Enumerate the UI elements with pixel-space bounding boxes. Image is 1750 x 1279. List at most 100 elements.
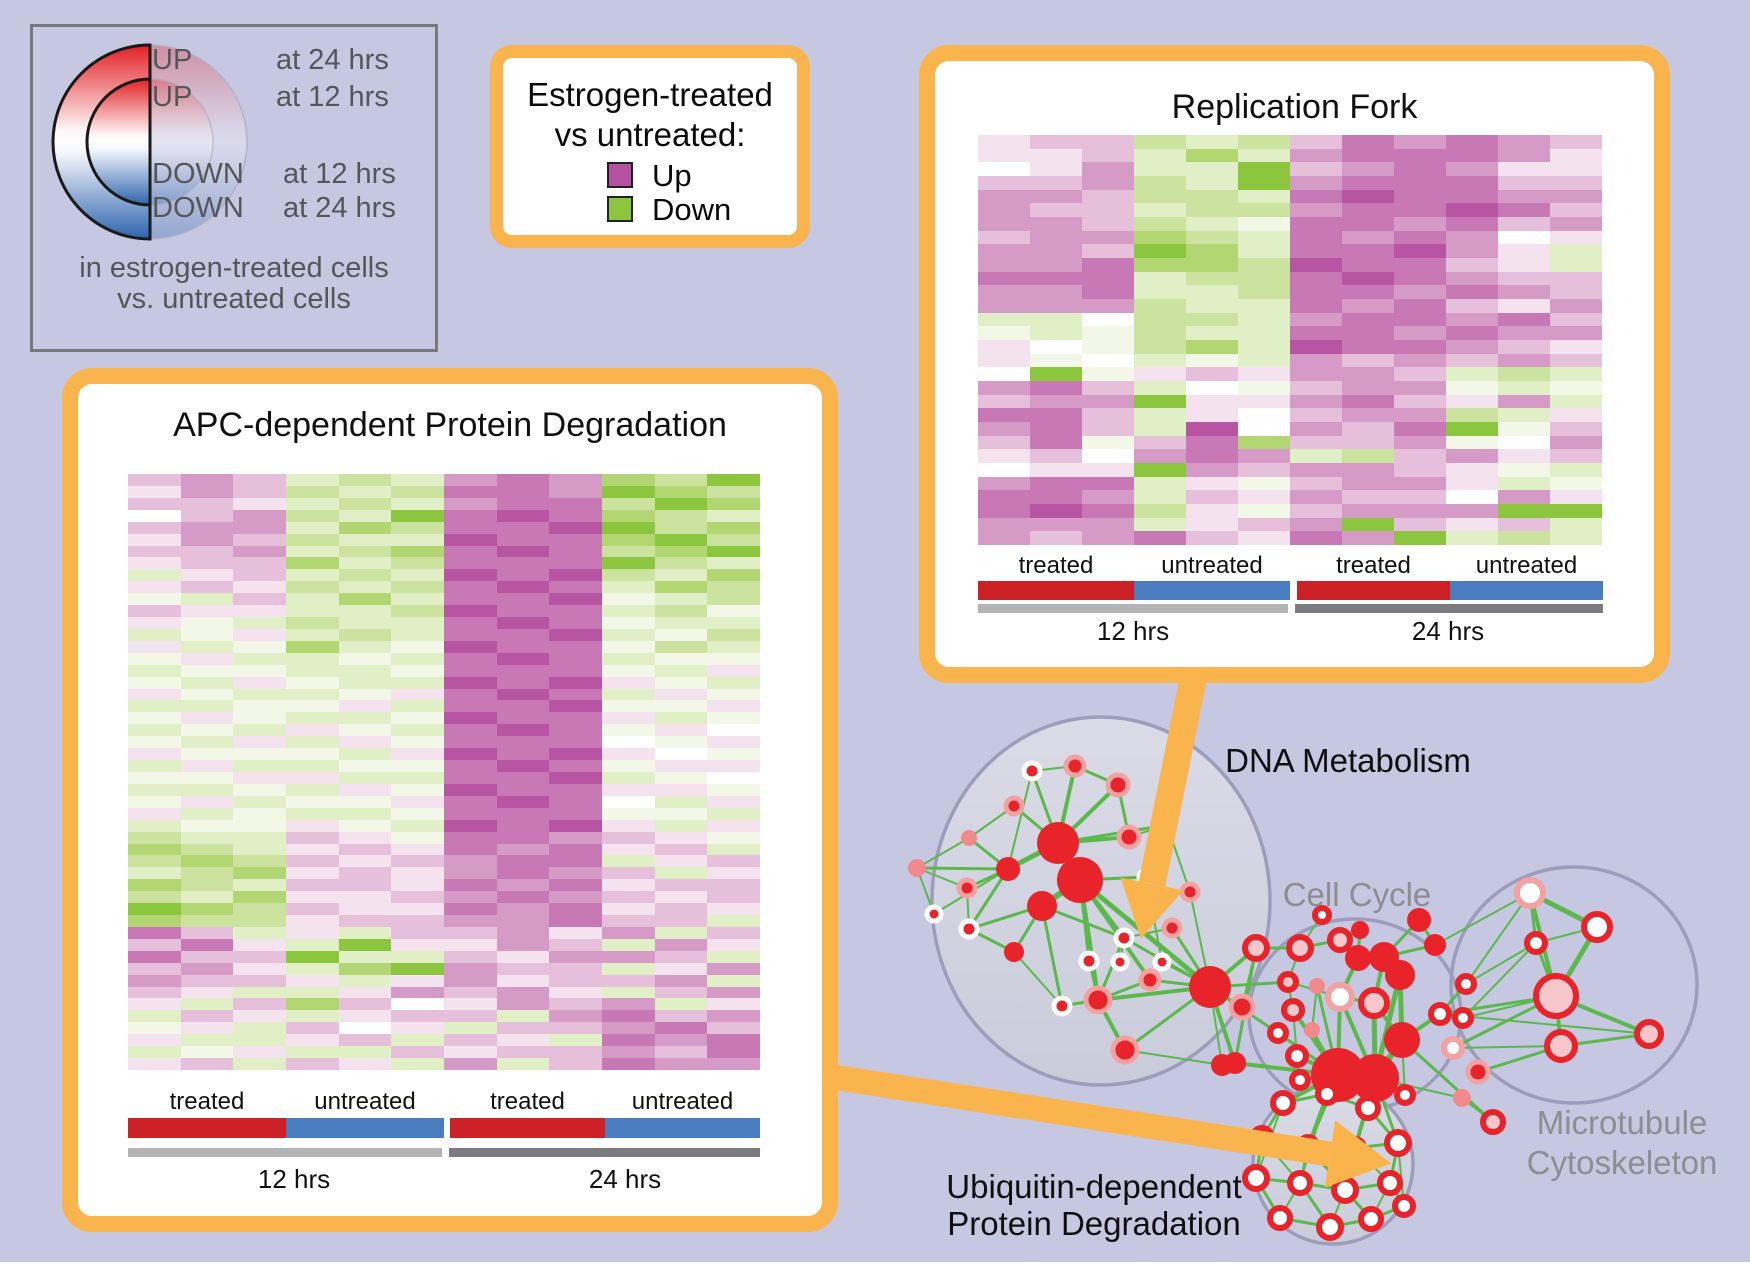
heatmap-cell: [180, 712, 234, 725]
heatmap-cell: [1498, 422, 1550, 436]
heatmap-cell: [444, 1034, 497, 1047]
heatmap-cell: [1394, 244, 1446, 258]
heatmap-cell: [1238, 299, 1290, 313]
heatmap-cell: [128, 1046, 181, 1059]
key-footer-line2: vs. untreated cells: [117, 283, 351, 315]
estrogen-legend-title-line1: Estrogen-treated: [527, 76, 773, 113]
heatmap-cell: [444, 593, 497, 606]
apc-24hrs-bar: [449, 1148, 760, 1157]
heatmap-cell: [444, 950, 497, 963]
heatmap-cell: [233, 915, 286, 927]
heatmap-cell: [1342, 203, 1394, 217]
heatmap-cell: [978, 148, 1030, 163]
heatmap-cell: [496, 545, 550, 558]
heatmap-cell: [1134, 148, 1186, 163]
apc-12hrs-bar: [128, 1148, 442, 1157]
heatmap-cell: [286, 938, 339, 951]
heatmap-cell: [1446, 476, 1498, 491]
heatmap-cell: [654, 879, 708, 892]
heatmap-cell: [1342, 517, 1394, 532]
heatmap-cell: [1446, 258, 1498, 272]
heatmap-cell: [602, 819, 655, 832]
network-node-d5: [961, 830, 977, 846]
heatmap-cell: [286, 1022, 339, 1035]
apc-24hrs-label: 24 hrs: [588, 1164, 662, 1194]
heatmap-cell: [707, 807, 760, 820]
heatmap-cell: [602, 509, 655, 522]
heatmap-cell: [978, 189, 1030, 204]
heatmap-cell: [602, 736, 655, 749]
heatmap-cell: [444, 974, 497, 987]
heatmap-cell: [496, 700, 550, 713]
heatmap-cell: [549, 474, 602, 486]
heatmap-cell: [549, 1010, 602, 1023]
heatmap-cell: [1290, 230, 1342, 245]
heatmap-cell: [654, 783, 708, 796]
heatmap-cell: [602, 867, 655, 880]
heatmap-cell: [978, 203, 1030, 217]
heatmap-cell: [1550, 422, 1602, 436]
heatmap-cell: [1290, 463, 1342, 477]
heatmap-cell: [338, 950, 392, 963]
heatmap-cell: [1446, 162, 1498, 176]
heatmap-cell: [338, 867, 392, 880]
heatmap-cell: [1550, 517, 1602, 532]
heatmap-cell: [1394, 189, 1446, 204]
heatmap-cell: [1394, 258, 1446, 272]
heatmap-cell: [1446, 517, 1498, 532]
apc-degradation-title: APC-dependent Protein Degradation: [173, 406, 727, 444]
heatmap-cell: [1186, 189, 1238, 204]
cluster-microtubule: [1449, 865, 1699, 1105]
microtubule-label-line1: Microtubule: [1536, 1104, 1708, 1141]
heatmap-cell: [1186, 285, 1238, 299]
heatmap-cell: [496, 831, 550, 844]
heatmap-cell: [707, 533, 760, 546]
heatmap-cell: [1446, 531, 1498, 545]
heatmap-cell: [1082, 435, 1134, 450]
heatmap-cell: [128, 581, 181, 594]
heatmap-cell: [1290, 504, 1342, 518]
heatmap-cell: [707, 772, 760, 784]
heatmap-cell: [1550, 189, 1602, 204]
heatmap-cell: [1394, 435, 1446, 450]
heatmap-cell: [654, 569, 708, 582]
heatmap-cell: [1290, 517, 1342, 532]
heatmap-cell: [180, 831, 234, 844]
network-node-d22: [1113, 927, 1135, 949]
heatmap-cell: [391, 617, 444, 629]
apc-group-label-treated-12: treated: [169, 1088, 245, 1115]
heatmap-cell: [391, 712, 444, 725]
heatmap-cell: [391, 1010, 444, 1023]
heatmap-cell: [1238, 326, 1290, 340]
heatmap-cell: [444, 581, 497, 594]
heatmap-cell: [549, 926, 602, 939]
heatmap-cell: [1082, 449, 1134, 463]
heatmap-cell: [1030, 189, 1082, 204]
heatmap-cell: [286, 962, 339, 975]
heatmap-cell: [128, 724, 181, 737]
heatmap-cell: [286, 903, 339, 916]
heatmap-cell: [1498, 517, 1550, 532]
heatmap-cell: [602, 1034, 655, 1047]
heatmap-cell: [338, 783, 392, 796]
heatmap-cell: [391, 557, 444, 570]
heatmap-cell: [1238, 189, 1290, 204]
heatmap-cell: [1082, 271, 1134, 286]
network-edge: [916, 866, 1009, 871]
heatmap-cell: [286, 474, 339, 486]
heatmap-cell: [338, 879, 392, 892]
network-node-d13: [958, 918, 980, 940]
heatmap-cell: [338, 688, 392, 701]
heatmap-cell: [707, 485, 760, 498]
heatmap-cell: [286, 593, 339, 606]
heatmap-cell: [1030, 381, 1082, 395]
key-up-24-time: at 24 hrs: [276, 44, 389, 76]
heatmap-cell: [444, 545, 497, 558]
heatmap-cell: [1550, 299, 1602, 313]
heatmap-cell: [654, 891, 708, 904]
heatmap-cell: [233, 676, 286, 689]
heatmap-cell: [1082, 353, 1134, 368]
heatmap-cell: [1394, 476, 1446, 491]
heatmap-cell: [978, 394, 1030, 409]
heatmap-cell: [286, 617, 339, 629]
